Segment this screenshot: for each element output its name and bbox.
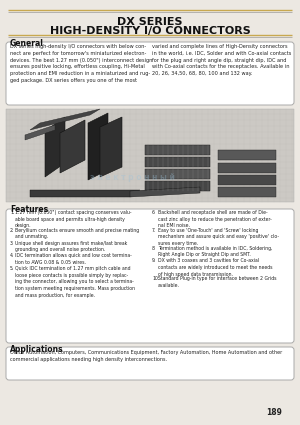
Text: Quick IDC termination of 1.27 mm pitch cable and
loose piece contacts is possibl: Quick IDC termination of 1.27 mm pitch c… [15, 266, 135, 298]
Polygon shape [100, 117, 122, 177]
Text: DX with 3 coaxes and 3 cavities for Co-axial
contacts are widely introduced to m: DX with 3 coaxes and 3 cavities for Co-a… [158, 258, 272, 277]
Text: Applications: Applications [10, 345, 64, 354]
Bar [145, 169, 210, 179]
Text: 10.: 10. [152, 276, 159, 281]
Text: HIGH-DENSITY I/O CONNECTORS: HIGH-DENSITY I/O CONNECTORS [50, 26, 250, 36]
Polygon shape [30, 190, 140, 197]
Polygon shape [45, 117, 65, 177]
Text: Unique shell design assures first make/last break
grounding and overall noise pr: Unique shell design assures first make/l… [15, 241, 127, 252]
Bar [145, 145, 210, 155]
Bar [145, 157, 210, 167]
Text: 3.: 3. [10, 241, 14, 246]
Bar [145, 181, 210, 191]
Text: DX series high-density I/O connectors with below con-
nect are perfect for tomor: DX series high-density I/O connectors wi… [10, 44, 152, 83]
Text: Beryllium contacts ensure smooth and precise mating
and unmating.: Beryllium contacts ensure smooth and pre… [15, 228, 139, 239]
Text: 1.27 mm (0.050") contact spacing conserves valu-
able board space and permits ul: 1.27 mm (0.050") contact spacing conserv… [15, 210, 131, 228]
FancyBboxPatch shape [6, 209, 294, 343]
Text: 5.: 5. [10, 266, 14, 271]
Text: varied and complete lines of High-Density connectors
in the world, i.e. IDC, Sol: varied and complete lines of High-Densit… [152, 44, 291, 76]
Bar [218, 175, 276, 185]
Text: Standard Plug-In type for interface between 2 Grids
available.: Standard Plug-In type for interface betw… [158, 276, 277, 288]
Text: Features: Features [10, 205, 48, 214]
Polygon shape [130, 187, 200, 197]
Text: Backshell and receptacle shell are made of Die-
cast zinc alloy to reduce the pe: Backshell and receptacle shell are made … [158, 210, 272, 228]
Text: General: General [10, 39, 44, 48]
Text: Easy to use 'One-Touch' and 'Screw' locking
mechanism and assure quick and easy : Easy to use 'One-Touch' and 'Screw' lock… [158, 228, 279, 246]
Bar [218, 150, 276, 160]
Text: Termination method is available in IDC, Soldering,
Right Angle Dip or Straight D: Termination method is available in IDC, … [158, 246, 272, 257]
Text: 4.: 4. [10, 253, 14, 258]
FancyBboxPatch shape [6, 42, 294, 105]
Text: DX SERIES: DX SERIES [117, 17, 183, 27]
Bar [218, 187, 276, 197]
Text: 9.: 9. [152, 258, 156, 264]
Text: 189: 189 [266, 408, 282, 417]
Polygon shape [60, 120, 85, 173]
Bar [218, 163, 276, 173]
Text: Office Automation, Computers, Communications Equipment, Factory Automation, Home: Office Automation, Computers, Communicat… [10, 350, 282, 362]
Polygon shape [88, 113, 108, 180]
Text: 6.: 6. [152, 210, 157, 215]
Polygon shape [25, 125, 55, 140]
Text: 2.: 2. [10, 228, 14, 233]
Text: 7.: 7. [152, 228, 157, 233]
Polygon shape [30, 109, 100, 130]
Text: э л е к т р о н н ы й: э л е к т р о н н ы й [90, 173, 175, 181]
Text: 1.: 1. [10, 210, 14, 215]
FancyBboxPatch shape [6, 347, 294, 380]
Text: 8.: 8. [152, 246, 157, 251]
FancyBboxPatch shape [6, 109, 294, 202]
Text: IDC termination allows quick and low cost termina-
tion to AWG 0.08 & 0.05 wires: IDC termination allows quick and low cos… [15, 253, 132, 265]
